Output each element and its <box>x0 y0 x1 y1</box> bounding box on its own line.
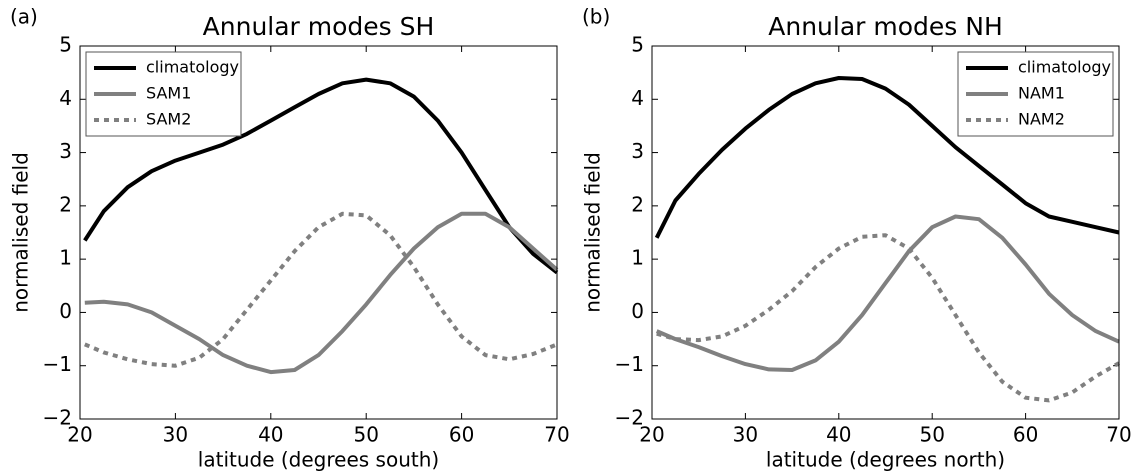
y-tick-label: −2 <box>615 406 644 430</box>
series-line <box>84 211 558 368</box>
y-tick-label: −1 <box>615 352 644 376</box>
x-tick-label: 40 <box>258 423 283 447</box>
y-tick-label: −1 <box>43 352 72 376</box>
x-axis-label: latitude (degrees south) <box>198 448 439 472</box>
legend-label: climatology <box>1018 58 1111 77</box>
x-tick-label: 20 <box>639 423 664 447</box>
legend-label: SAM1 <box>146 84 191 103</box>
chart-title: Annular modes SH <box>203 12 435 41</box>
y-tick-label: 4 <box>59 86 72 110</box>
y-tick-label: 2 <box>631 192 644 216</box>
y-tick-label: 1 <box>631 246 644 270</box>
x-tick-label: 50 <box>919 423 944 447</box>
plot-frame <box>79 45 558 420</box>
x-tick-label: 30 <box>163 423 188 447</box>
x-tick-label: 30 <box>733 423 758 447</box>
series-line <box>656 233 1120 403</box>
x-tick-label: 20 <box>67 423 92 447</box>
series-line <box>655 214 1120 372</box>
x-tick-label: 60 <box>449 423 474 447</box>
legend-label: NAM2 <box>1018 110 1065 129</box>
y-tick-label: 0 <box>631 299 644 323</box>
series-line <box>84 211 559 375</box>
x-tick-label: 40 <box>826 423 851 447</box>
y-tick-label: 5 <box>631 33 644 57</box>
y-axis-label: normalised field <box>9 152 33 313</box>
panel-label: (a) <box>10 5 38 29</box>
y-tick-label: 5 <box>59 33 72 57</box>
series-line <box>83 77 559 275</box>
legend-label: climatology <box>146 58 239 77</box>
x-tick-label: 70 <box>1106 423 1131 447</box>
y-tick-label: 3 <box>631 139 644 163</box>
legend-label: NAM1 <box>1018 84 1065 103</box>
y-tick-label: −2 <box>43 406 72 430</box>
x-tick-label: 70 <box>544 423 569 447</box>
y-tick-label: 4 <box>631 86 644 110</box>
y-tick-label: 3 <box>59 139 72 163</box>
x-tick-label: 50 <box>353 423 378 447</box>
x-tick-label: 60 <box>1013 423 1038 447</box>
y-tick-label: 0 <box>59 299 72 323</box>
chart-title: Annular modes NH <box>768 12 1003 41</box>
y-axis-label: normalised field <box>581 152 605 313</box>
y-tick-label: 1 <box>59 246 72 270</box>
y-tick-label: 2 <box>59 192 72 216</box>
x-axis-label: latitude (degrees north) <box>766 448 1005 472</box>
legend-label: SAM2 <box>146 110 191 129</box>
series-line <box>654 76 1120 239</box>
panel-label: (b) <box>582 5 610 29</box>
plot-frame <box>651 45 1120 420</box>
